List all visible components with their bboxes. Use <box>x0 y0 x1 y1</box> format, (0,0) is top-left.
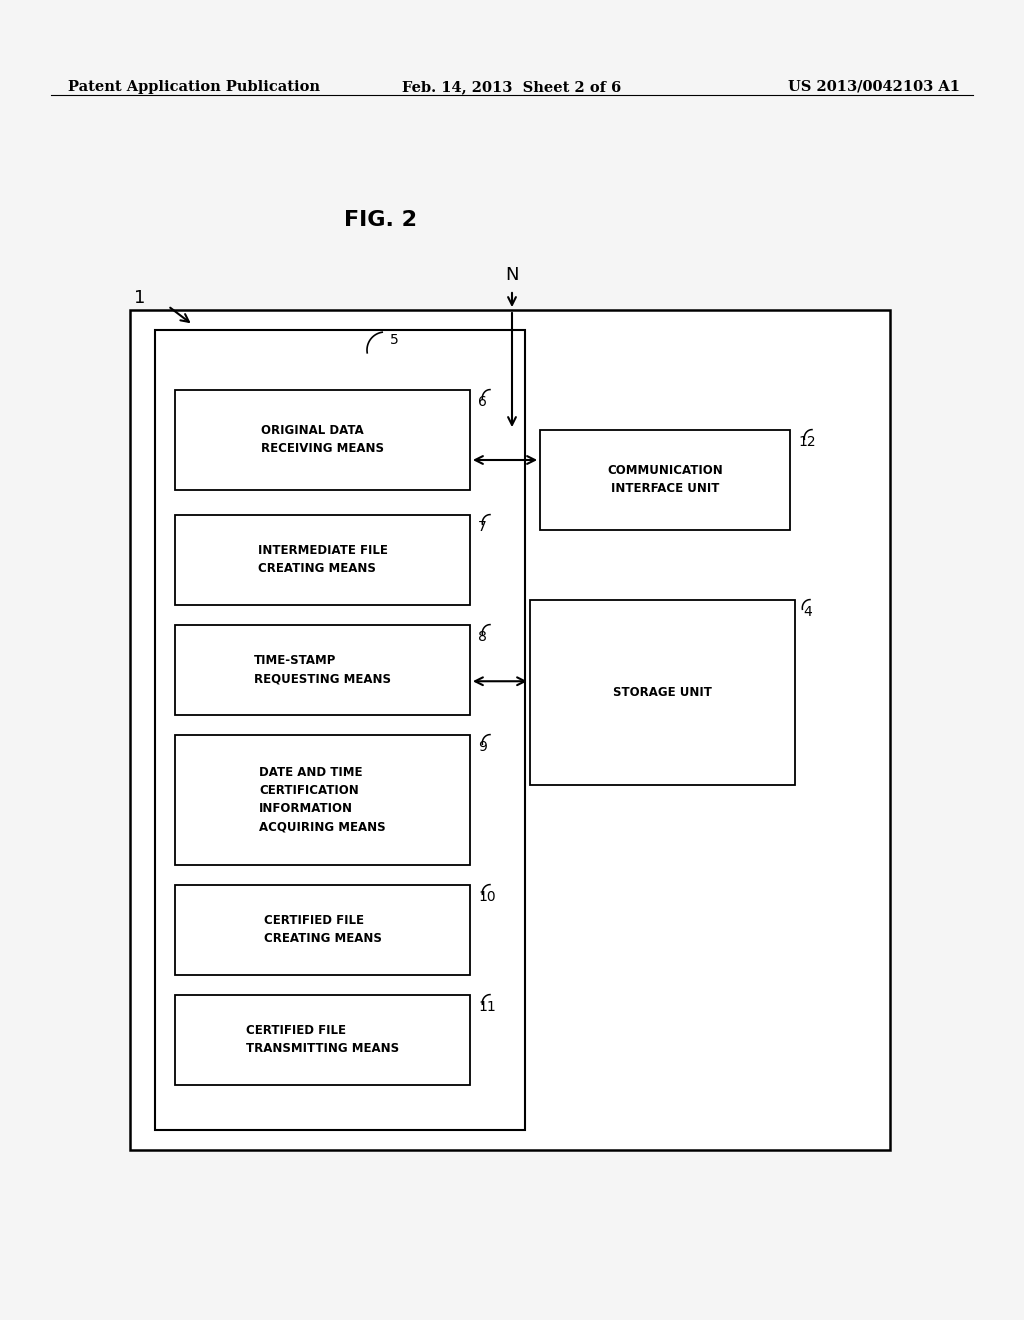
Text: COMMUNICATION
INTERFACE UNIT: COMMUNICATION INTERFACE UNIT <box>607 465 723 495</box>
Bar <box>130 310 890 1150</box>
Text: N: N <box>505 267 519 284</box>
Text: 11: 11 <box>478 1001 496 1014</box>
Text: 5: 5 <box>390 333 398 347</box>
Text: 10: 10 <box>478 890 496 904</box>
Bar <box>175 515 470 605</box>
Bar <box>155 330 525 1130</box>
Bar <box>175 735 470 865</box>
Text: STORAGE UNIT: STORAGE UNIT <box>613 686 712 700</box>
Text: 12: 12 <box>798 436 816 449</box>
Text: 8: 8 <box>478 630 486 644</box>
Text: FIG. 2: FIG. 2 <box>343 210 417 230</box>
Text: 6: 6 <box>478 395 486 409</box>
Text: US 2013/0042103 A1: US 2013/0042103 A1 <box>788 81 961 94</box>
Text: ORIGINAL DATA
RECEIVING MEANS: ORIGINAL DATA RECEIVING MEANS <box>261 425 384 455</box>
Text: Patent Application Publication: Patent Application Publication <box>68 81 319 94</box>
Text: DATE AND TIME
CERTIFICATION
INFORMATION
ACQUIRING MEANS: DATE AND TIME CERTIFICATION INFORMATION … <box>259 767 386 833</box>
Text: 4: 4 <box>803 605 812 619</box>
Text: 9: 9 <box>478 741 486 754</box>
Text: 1: 1 <box>134 289 145 308</box>
Text: CERTIFIED FILE
TRANSMITTING MEANS: CERTIFIED FILE TRANSMITTING MEANS <box>246 1024 399 1056</box>
Text: TIME-STAMP
REQUESTING MEANS: TIME-STAMP REQUESTING MEANS <box>254 655 391 685</box>
Text: 7: 7 <box>478 520 486 535</box>
Bar <box>540 430 790 531</box>
Bar <box>175 995 470 1085</box>
Text: Feb. 14, 2013  Sheet 2 of 6: Feb. 14, 2013 Sheet 2 of 6 <box>402 81 622 94</box>
Bar <box>530 601 795 785</box>
Bar <box>175 624 470 715</box>
Text: INTERMEDIATE FILE
CREATING MEANS: INTERMEDIATE FILE CREATING MEANS <box>258 544 387 576</box>
Text: CERTIFIED FILE
CREATING MEANS: CERTIFIED FILE CREATING MEANS <box>263 915 381 945</box>
Bar <box>175 884 470 975</box>
Bar <box>175 389 470 490</box>
